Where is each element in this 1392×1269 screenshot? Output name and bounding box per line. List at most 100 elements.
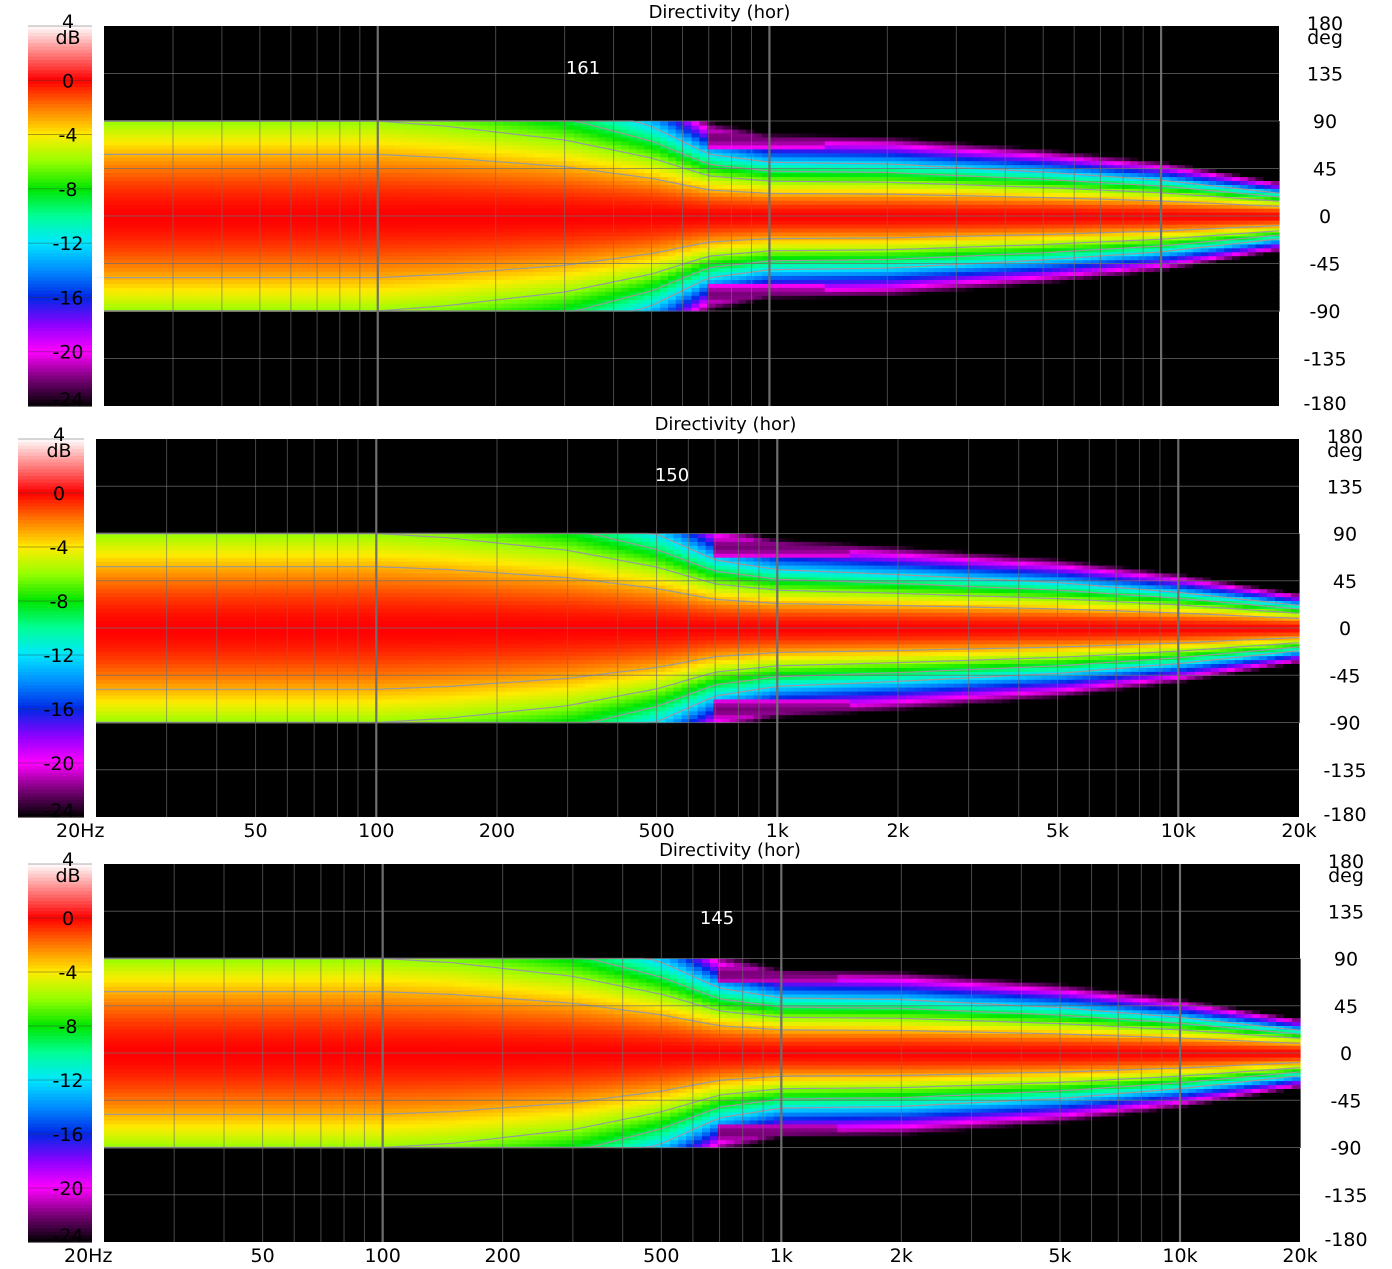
heatmap-cell [206,208,214,213]
heatmap-cell [543,153,551,158]
heatmap-cell [347,268,355,273]
heatmap-cell [151,180,159,185]
heatmap-cell [919,303,927,308]
heatmap-cell [394,228,402,233]
heatmap-cell [903,248,911,253]
heatmap-cell [104,303,112,308]
heatmap-cell [300,180,308,185]
heatmap-cell [417,236,425,241]
heatmap-cell [754,295,762,300]
heatmap-cell [167,188,175,193]
heatmap-cell [903,303,911,308]
heatmap-cell [504,228,512,233]
heatmap-cell [511,240,519,245]
heatmap-cell [566,153,574,158]
heatmap-cell [120,256,128,261]
heatmap-cell [504,121,512,126]
heatmap-cell [292,188,300,193]
heatmap-cell [535,303,543,308]
heatmap-cell [363,268,371,273]
heatmap-cell [887,200,895,205]
heatmap-cell [229,248,237,253]
heatmap-cell [527,240,535,245]
heatmap-cell [433,169,441,174]
heatmap-cell [504,192,512,197]
heatmap-cell [739,268,747,273]
heatmap-cell [394,240,402,245]
heatmap-cell [848,220,856,225]
heatmap-cell [864,153,872,158]
heatmap-cell [394,192,402,197]
heatmap-cell [864,228,872,233]
heatmap-cell [449,121,457,126]
heatmap-cell [222,125,230,130]
heatmap-cell [378,125,386,130]
heatmap-cell [668,169,676,174]
heatmap-cell [511,283,519,288]
heatmap-cell [355,169,363,174]
heatmap-cell [449,240,457,245]
heatmap-cell [300,268,308,273]
heatmap-cell [652,256,660,261]
heatmap-cell [754,283,762,288]
heatmap-cell [566,268,574,273]
heatmap-cell [441,180,449,185]
heatmap-cell [668,188,676,193]
heatmap-cell [112,283,120,288]
heatmap-cell [558,228,566,233]
heatmap-cell [159,264,167,269]
heatmap-cell [848,145,856,150]
heatmap-cell [206,216,214,221]
heatmap-cell [613,264,621,269]
heatmap-cell [276,287,284,292]
heatmap-cell [363,228,371,233]
heatmap-cell [378,295,386,300]
heatmap-cell [182,248,190,253]
heatmap-cell [441,240,449,245]
heatmap-cell [425,208,433,213]
heatmap-cell [699,208,707,213]
heatmap-cell [363,220,371,225]
heatmap-cell [551,121,559,126]
heatmap-cell [449,180,457,185]
heatmap-cell [135,264,143,269]
heatmap-cell [269,216,277,221]
heatmap-cell [261,121,269,126]
heatmap-cell [355,188,363,193]
heatmap-cell [175,121,183,126]
heatmap-cell [699,145,707,150]
heatmap-cell [629,268,637,273]
heatmap-cell [214,169,222,174]
heatmap-cell [566,283,574,288]
heatmap-cell [637,287,645,292]
heatmap-cell [590,216,598,221]
heatmap-cell [386,180,394,185]
heatmap-cell [895,133,903,138]
heatmap-cell [880,145,888,150]
heatmap-cell [488,200,496,205]
heatmap-cell [488,121,496,126]
heatmap-cell [261,236,269,241]
heatmap-cell [746,200,754,205]
heatmap-cell [566,125,574,130]
heatmap-cell [276,264,284,269]
heatmap-cell [825,125,833,130]
heatmap-cell [723,145,731,150]
heatmap-cell [746,256,754,261]
heatmap-cell [159,121,167,126]
heatmap-cell [778,173,786,178]
heatmap-cell [167,295,175,300]
heatmap-cell [292,169,300,174]
heatmap-cell [786,121,794,126]
heatmap-cell [175,161,183,166]
heatmap-cell [566,240,574,245]
heatmap-cell [151,256,159,261]
heatmap-cell [511,188,519,193]
heatmap-cell [331,248,339,253]
heatmap-cell [903,228,911,233]
heatmap-cell [229,240,237,245]
heatmap-cell [363,264,371,269]
heatmap-cell [621,145,629,150]
heatmap-cell [441,121,449,126]
heatmap-cell [425,240,433,245]
